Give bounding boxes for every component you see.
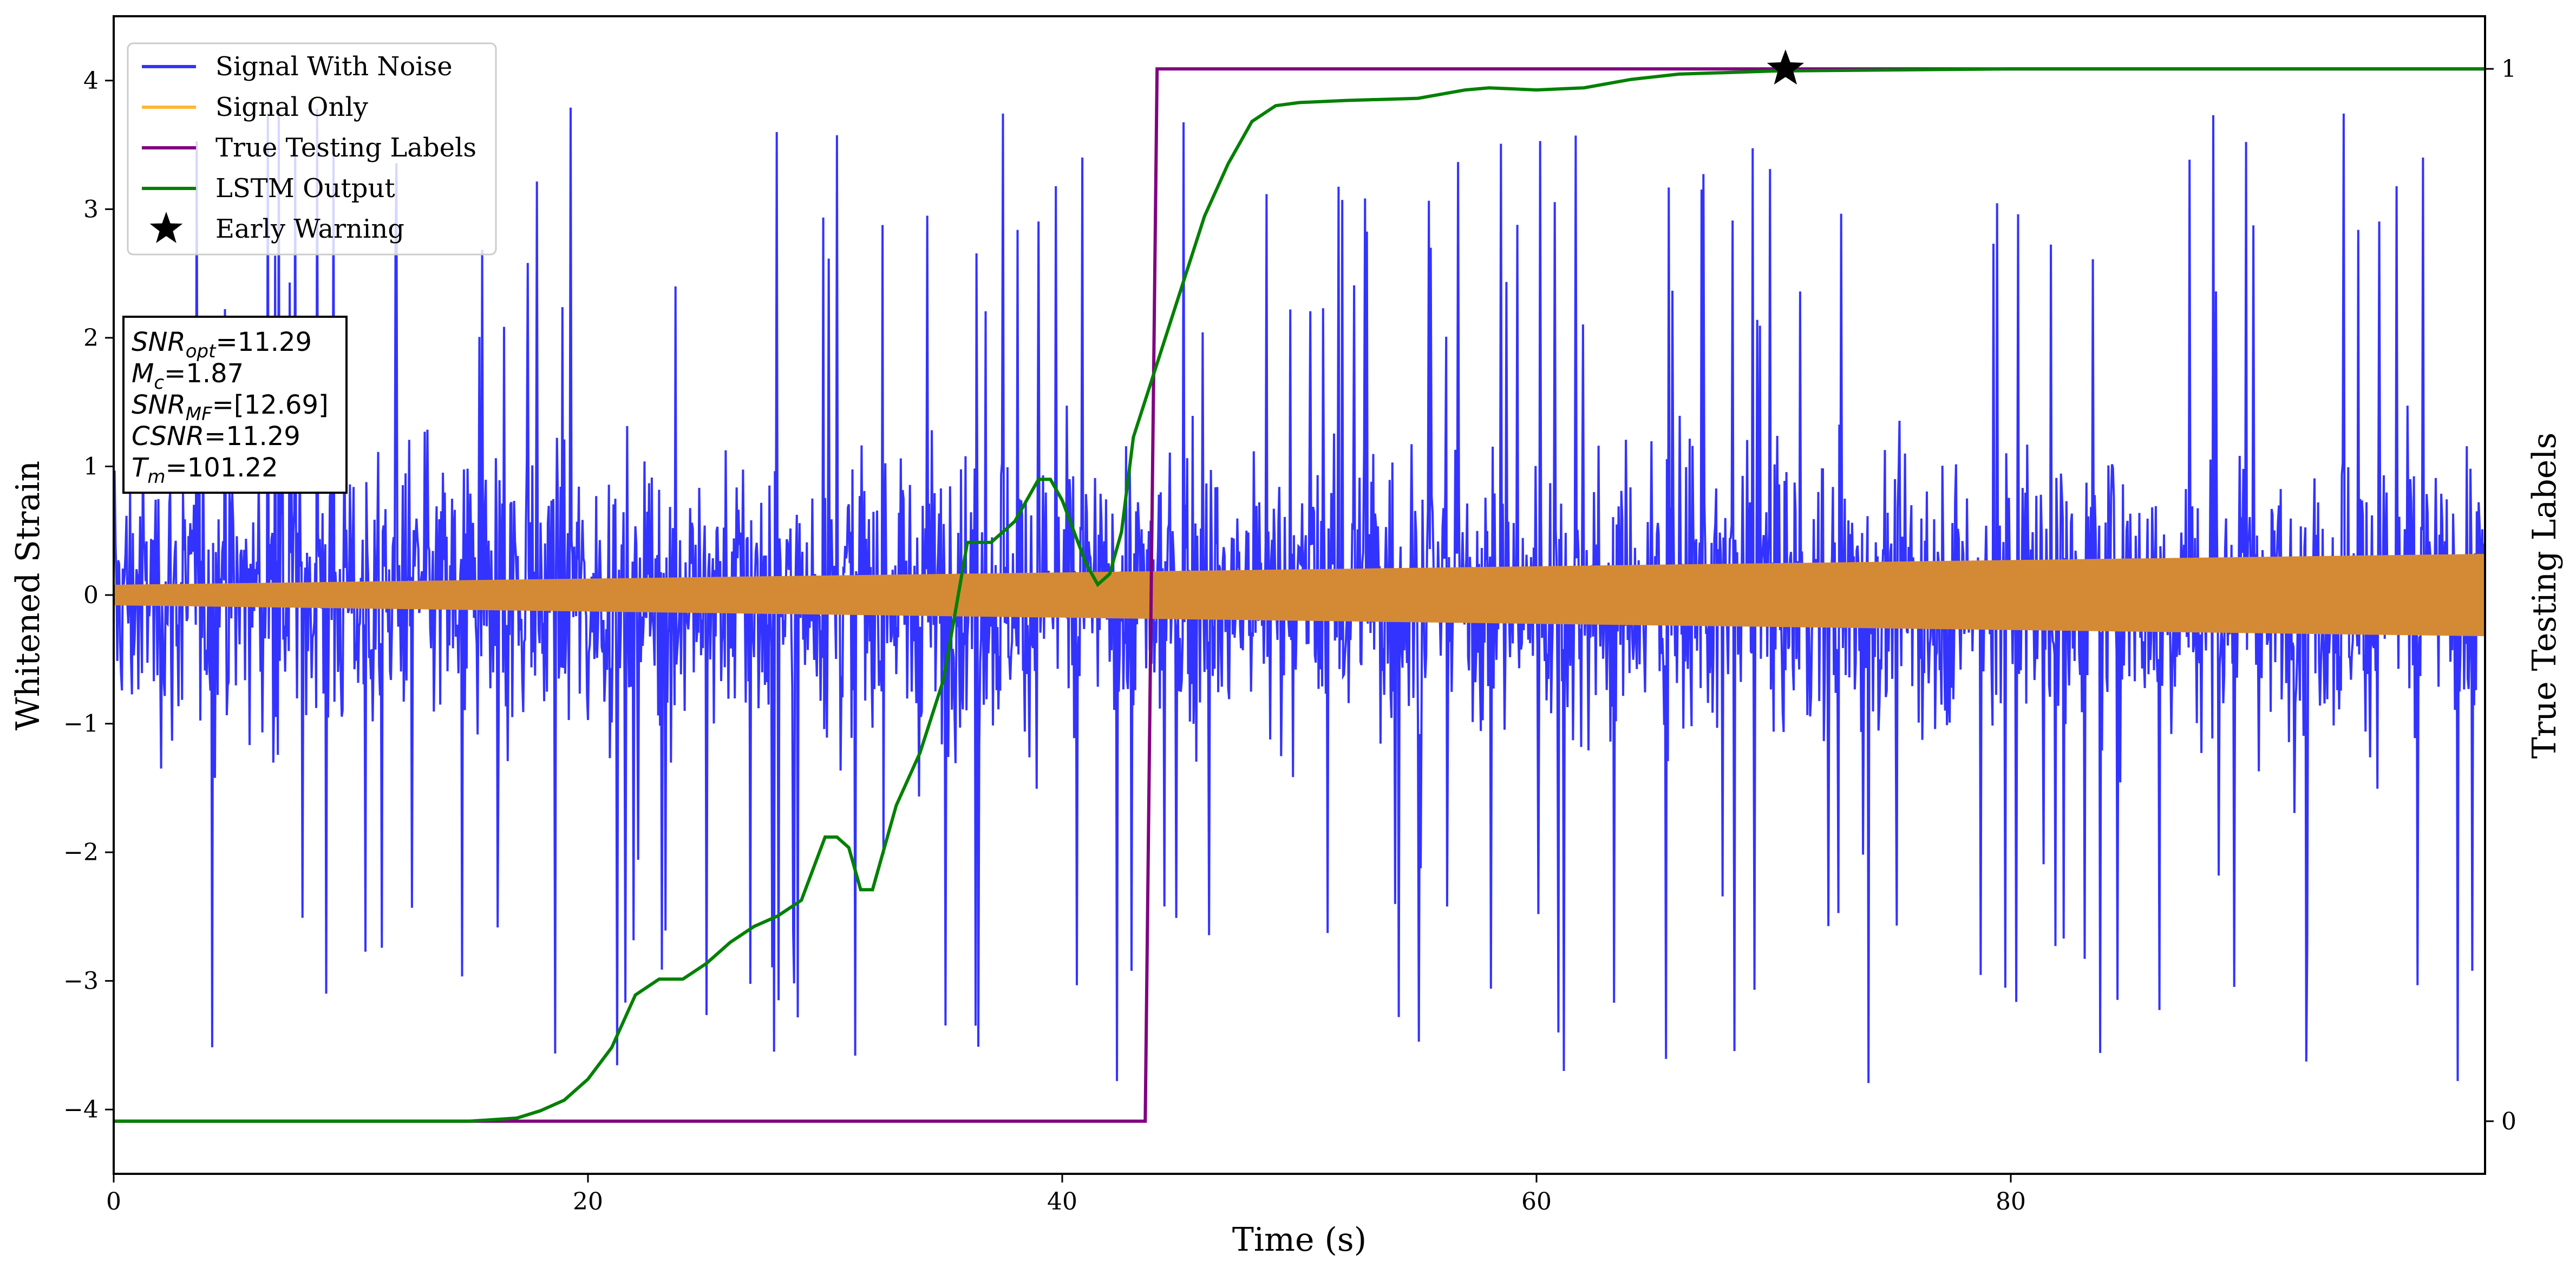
x-tick-label: 0 — [106, 1188, 121, 1216]
x-tick-label: 60 — [1521, 1188, 1552, 1216]
y2-tick-label: 0 — [2501, 1108, 2516, 1135]
annotation-line: SNRMF=[12.69] — [132, 390, 329, 425]
annotation-line: CSNR=11.29 — [132, 421, 300, 452]
plot-layer — [114, 67, 2485, 1123]
annotation-frame — [122, 316, 348, 494]
annotation-line: Tm=101.22 — [132, 453, 278, 488]
y-axis-title: Whitened Strain — [9, 461, 47, 730]
y-axis-right: 01 — [2485, 55, 2516, 1135]
y-tick-label: 0 — [83, 582, 99, 609]
y-tick-label: 4 — [83, 67, 99, 95]
y2-axis-title: True Testing Labels — [2526, 433, 2564, 759]
annotation-line: SNRopt=11.29 — [132, 327, 312, 362]
x-axis-title: Time (s) — [1232, 1221, 1367, 1259]
x-tick-label: 40 — [1047, 1188, 1077, 1216]
legend-label: LSTM Output — [215, 173, 395, 204]
y-tick-label: 2 — [83, 324, 99, 352]
y-tick-label: 3 — [83, 195, 99, 223]
series-true-testing-labels — [114, 67, 2485, 1123]
legend-label: True Testing Labels — [215, 133, 476, 163]
early-warning-marker — [1767, 49, 1804, 85]
legend-label: Signal Only — [215, 92, 368, 122]
legend: Signal With Noise Signal Only True Testing… — [127, 42, 497, 256]
x-tick-label: 20 — [573, 1188, 603, 1216]
legend-swatch-star — [149, 212, 183, 243]
legend-label: Early Warning — [215, 214, 404, 244]
y-tick-label: −1 — [63, 710, 99, 738]
marker-layer — [1767, 49, 1804, 85]
legend-box — [127, 42, 497, 256]
y2-tick-label: 1 — [2501, 55, 2516, 83]
legend-label: Signal With Noise — [215, 51, 453, 82]
y-tick-label: −2 — [63, 839, 99, 866]
x-axis: 0 20 40 60 80 — [106, 1174, 2026, 1216]
y-tick-label: 1 — [83, 453, 99, 480]
annotation-line: Mc=1.87 — [132, 358, 244, 394]
series-signal-only-band — [114, 554, 2485, 636]
y-tick-label: −3 — [63, 968, 99, 995]
y-tick-label: −4 — [63, 1096, 99, 1123]
series-lstm-output — [114, 67, 2485, 1123]
annotation-box: SNRopt=11.29Mc=1.87SNRMF=[12.69]CSNR=11.… — [122, 316, 348, 494]
y-axis-left: −4 −3 −2 −1 0 1 2 3 4 — [63, 67, 114, 1123]
x-tick-label: 80 — [1996, 1188, 2026, 1216]
